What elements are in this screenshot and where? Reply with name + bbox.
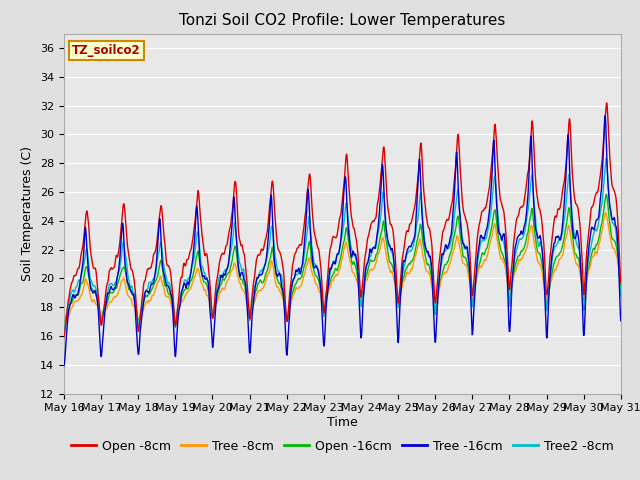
X-axis label: Time: Time	[327, 416, 358, 429]
Legend: Open -8cm, Tree -8cm, Open -16cm, Tree -16cm, Tree2 -8cm: Open -8cm, Tree -8cm, Open -16cm, Tree -…	[66, 434, 619, 457]
Y-axis label: Soil Temperatures (C): Soil Temperatures (C)	[22, 146, 35, 281]
Title: Tonzi Soil CO2 Profile: Lower Temperatures: Tonzi Soil CO2 Profile: Lower Temperatur…	[179, 13, 506, 28]
Text: TZ_soilco2: TZ_soilco2	[72, 44, 141, 58]
